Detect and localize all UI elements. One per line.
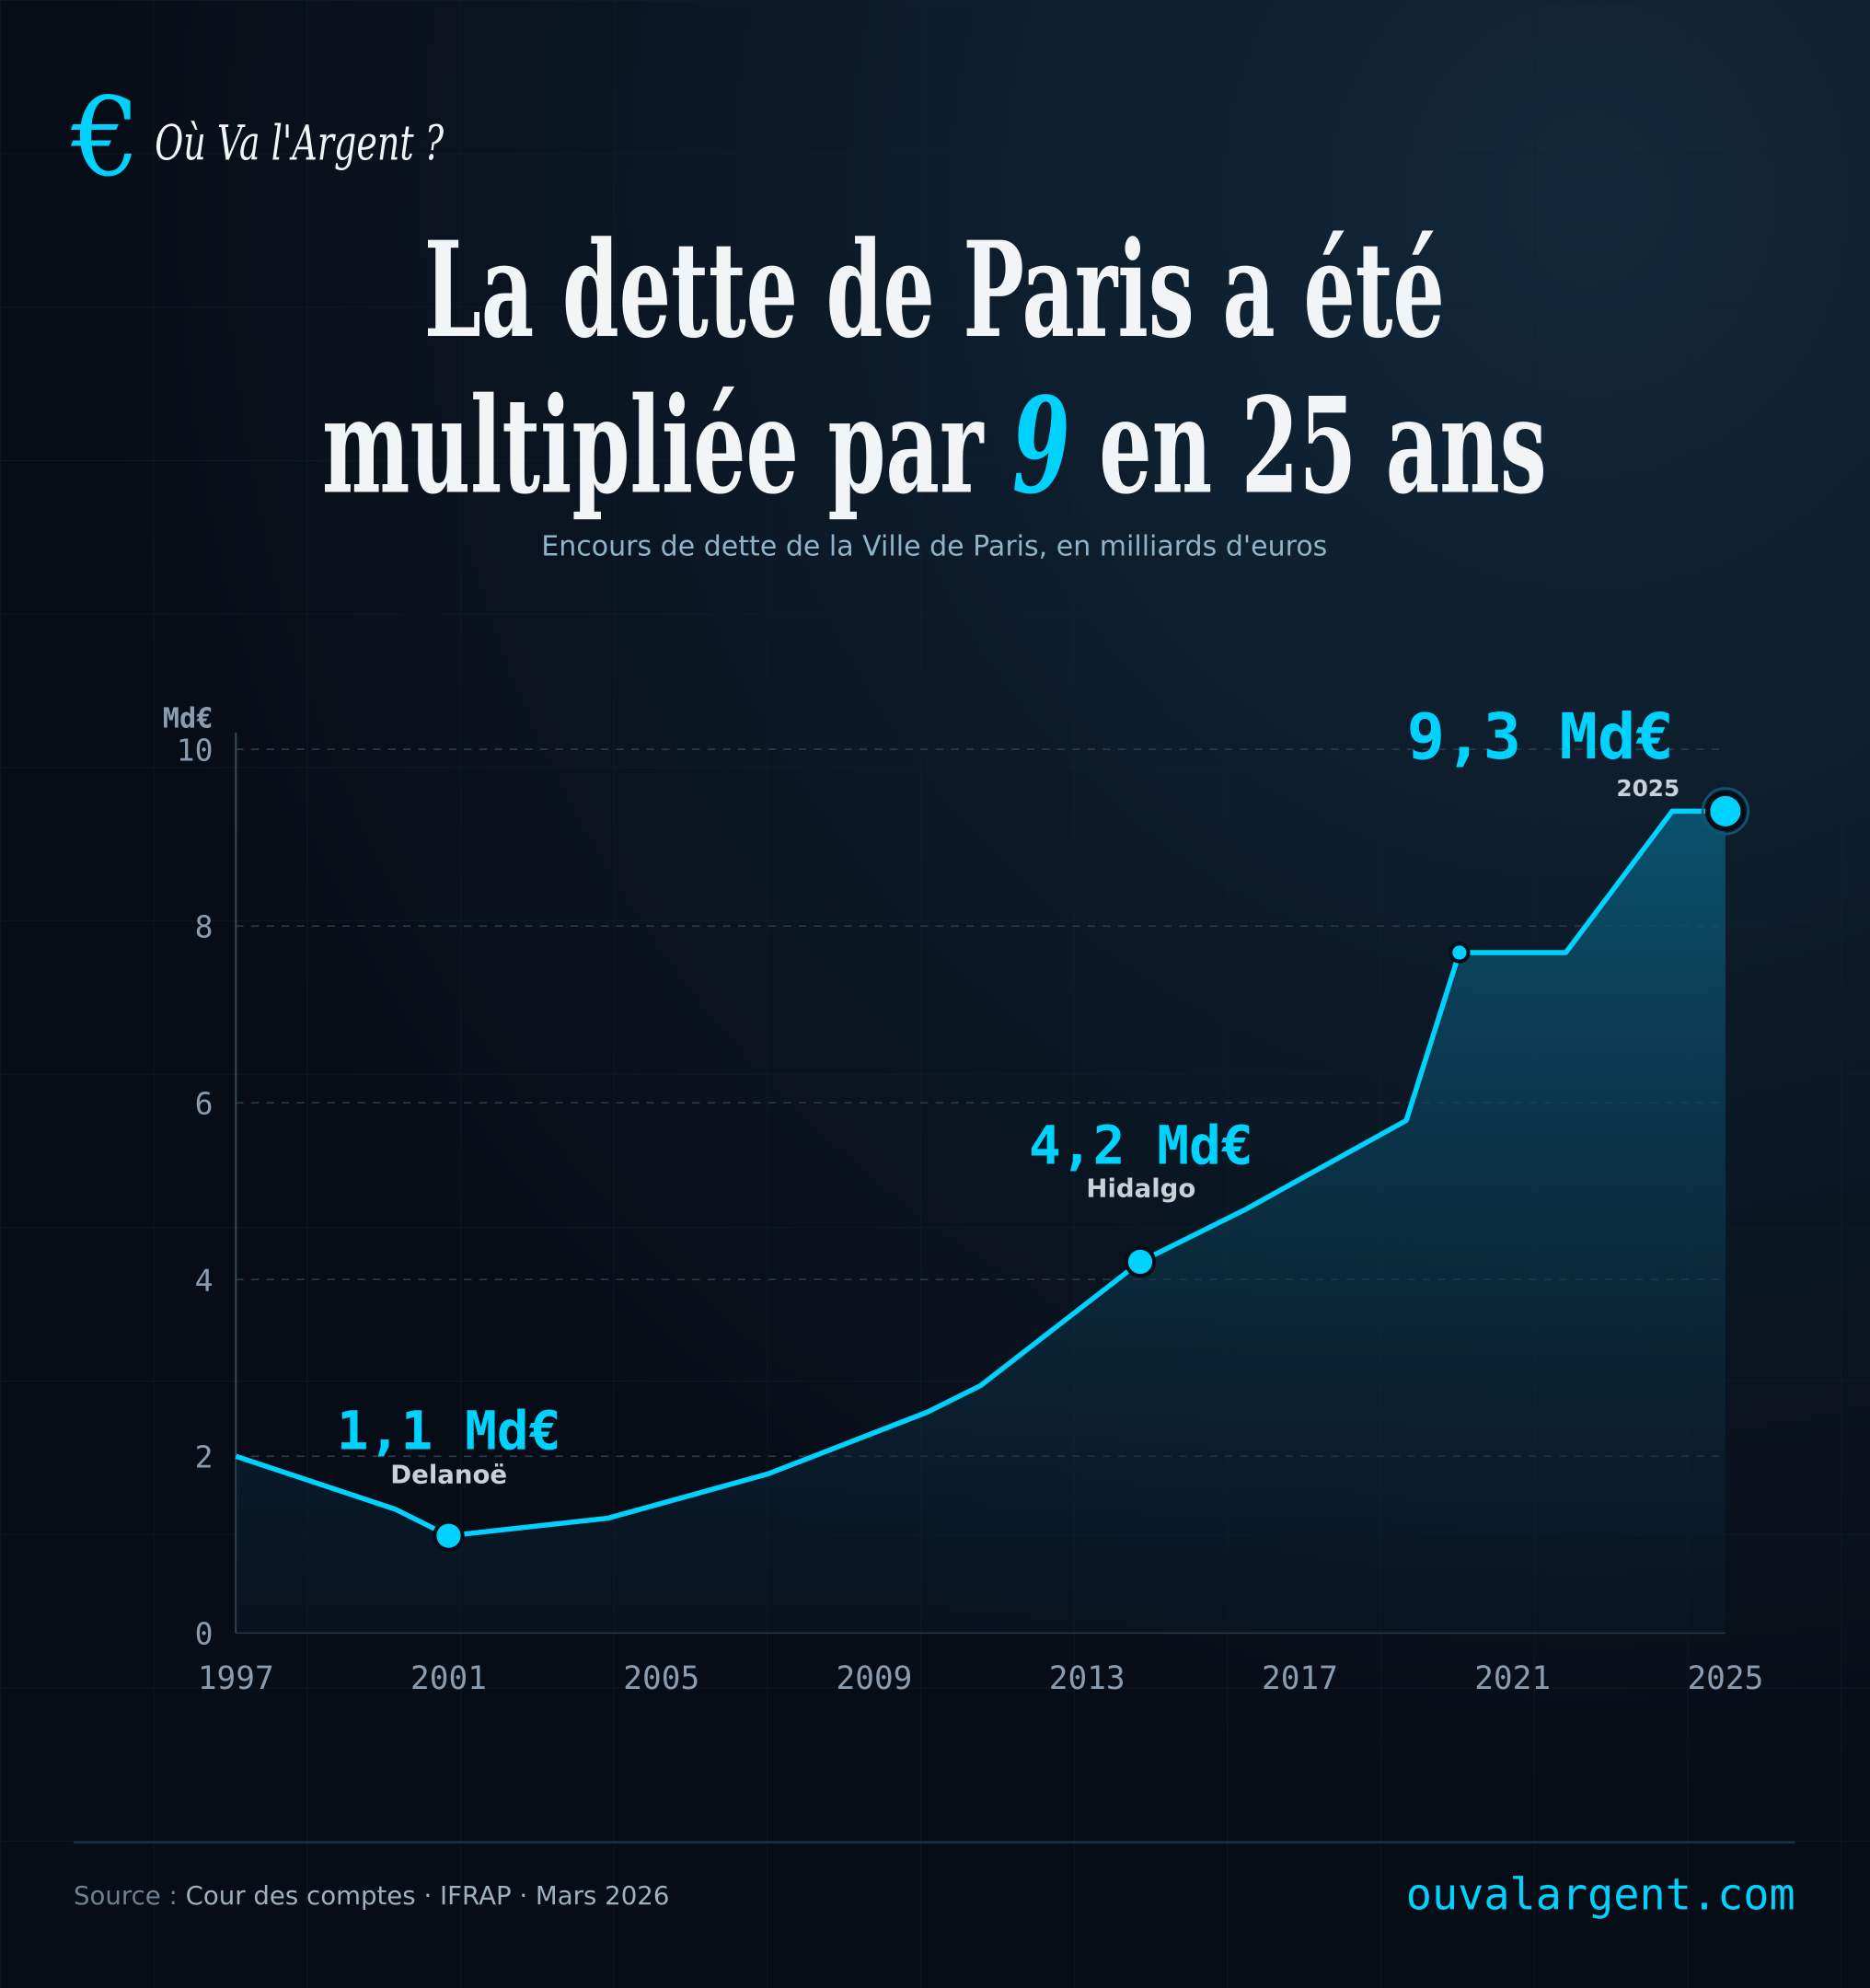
euro-logo-icon: € xyxy=(70,74,140,201)
annotation-label-2025: 2025 xyxy=(1616,775,1680,802)
y-tick-label: 8 xyxy=(195,909,214,945)
annotation-label-2014: Hidalgo xyxy=(1086,1173,1195,1203)
data-point-marker-2025 xyxy=(1704,791,1746,832)
data-point-marker-2001 xyxy=(433,1520,465,1552)
marker-ring xyxy=(1701,787,1750,836)
source-value: Cour des comptes · IFRAP · Mars 2026 xyxy=(186,1881,670,1911)
brand-name: Où Va l'Argent ? xyxy=(155,116,444,172)
source-text: Source : Cour des comptes · IFRAP · Mars… xyxy=(74,1881,669,1911)
y-tick-label: 6 xyxy=(195,1086,214,1122)
annotation-value-2014: 4,2 Md€ xyxy=(1029,1115,1253,1177)
title-highlight: 9 xyxy=(1012,367,1070,523)
title-line-2-start: multipliée par xyxy=(322,367,1012,523)
y-tick-label: 10 xyxy=(177,733,214,769)
y-axis-label: Md€ xyxy=(163,703,214,735)
x-tick-label: 2013 xyxy=(1049,1660,1125,1697)
website-link[interactable]: ouvalargent.com xyxy=(1406,1871,1795,1921)
data-point-marker-2014 xyxy=(1124,1245,1157,1278)
data-point-marker-2020 xyxy=(1449,942,1471,964)
title-line-1: La dette de Paris a été xyxy=(424,212,1445,367)
x-tick-label: 2005 xyxy=(623,1660,699,1697)
series-line xyxy=(235,808,1726,1539)
title-line-2: multipliée par 9 en 25 ans xyxy=(322,367,1547,523)
y-tick-label: 4 xyxy=(195,1263,214,1299)
source-label: Source : xyxy=(74,1881,186,1911)
annotation-label-2001: Delanoë xyxy=(390,1461,507,1490)
x-tick-label: 2001 xyxy=(410,1660,487,1697)
annotation-value-2025: 9,3 Md€ xyxy=(1407,700,1674,774)
x-tick-label: 2021 xyxy=(1474,1660,1551,1697)
annotation-value-2001: 1,1 Md€ xyxy=(337,1400,561,1462)
x-tick-label: 2009 xyxy=(837,1660,913,1697)
x-tick-label: 2017 xyxy=(1262,1660,1338,1697)
y-tick-label: 0 xyxy=(195,1616,214,1652)
line-chart: Md€ 0 2 4 6 8 10 1997 2001 2005 2009 2013 2017 2021… xyxy=(163,700,1764,1697)
title-line-2-end: en 25 ans xyxy=(1070,367,1547,523)
area-fill xyxy=(236,811,1726,1634)
subtitle: Encours de dette de la Ville de Paris, e… xyxy=(541,530,1327,562)
x-tick-label: 1997 xyxy=(198,1660,274,1697)
x-tick-label: 2025 xyxy=(1687,1660,1763,1697)
y-tick-label: 2 xyxy=(195,1439,214,1475)
